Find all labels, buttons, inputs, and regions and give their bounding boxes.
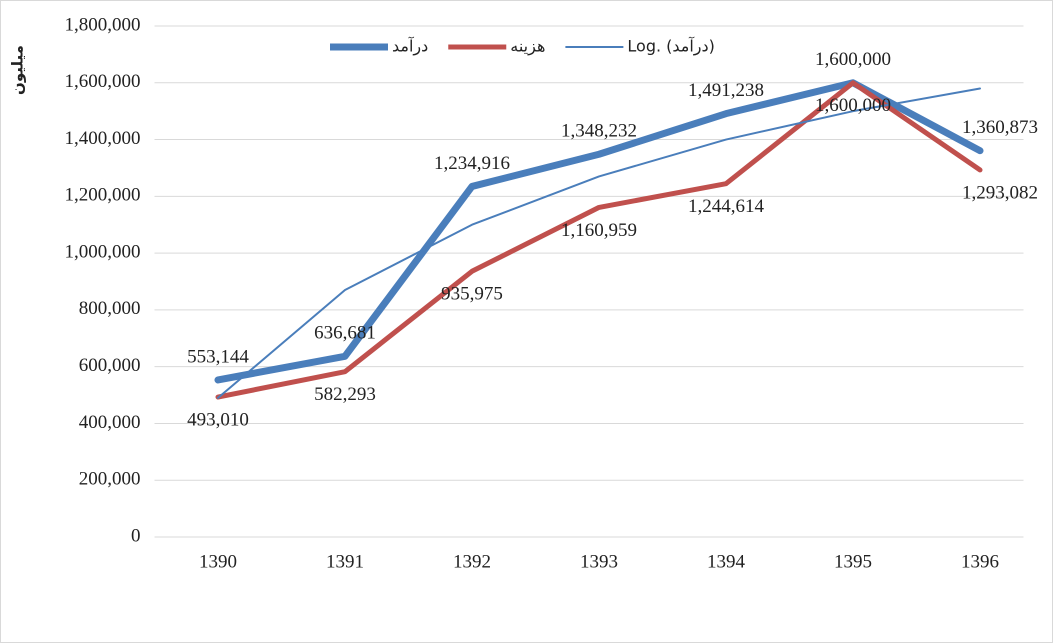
legend-label: Log. (درآمد) xyxy=(627,37,715,57)
data-label: 493,010 xyxy=(187,409,249,430)
data-label: 1,293,082 xyxy=(962,182,1038,203)
y-tick-label: 600,000 xyxy=(79,355,141,376)
data-label: 1,600,000 xyxy=(815,49,891,70)
x-tick-label: 1394 xyxy=(707,551,746,572)
y-tick-label: 1,400,000 xyxy=(65,128,141,149)
y-tick-label: 0 xyxy=(131,525,141,546)
trend-line xyxy=(217,87,981,399)
data-label: 1,348,232 xyxy=(561,121,637,142)
y-tick-label: 200,000 xyxy=(79,469,141,490)
y-tick-label: 1,800,000 xyxy=(65,14,141,35)
y-tick-label: 800,000 xyxy=(79,298,141,319)
data-label: 1,234,916 xyxy=(434,153,510,174)
x-tick-label: 1391 xyxy=(326,551,364,572)
data-label: 582,293 xyxy=(314,384,376,405)
legend-label: هزینه xyxy=(510,37,545,57)
data-label: 553,144 xyxy=(187,346,249,367)
data-label: 1,491,238 xyxy=(688,80,764,101)
y-tick-label: 400,000 xyxy=(79,412,141,433)
data-label: 636,681 xyxy=(314,323,376,344)
data-label: 1,360,873 xyxy=(962,117,1038,138)
x-tick-label: 1390 xyxy=(199,551,237,572)
y-axis-label: میلیون xyxy=(9,45,27,95)
legend-label: درآمد xyxy=(392,37,428,57)
data-label: 1,160,959 xyxy=(561,220,637,241)
data-label: 1,244,614 xyxy=(688,196,765,217)
data-label: 935,975 xyxy=(441,284,503,305)
x-tick-label: 1395 xyxy=(834,551,872,572)
x-tick-label: 1393 xyxy=(580,551,618,572)
data-label: 1,600,000 xyxy=(815,95,891,116)
y-tick-label: 1,600,000 xyxy=(65,71,141,92)
y-tick-label: 1,000,000 xyxy=(65,241,141,262)
x-tick-label: 1392 xyxy=(453,551,491,572)
y-tick-label: 1,200,000 xyxy=(65,185,141,206)
series-line xyxy=(215,80,983,400)
x-tick-label: 1396 xyxy=(961,551,999,572)
